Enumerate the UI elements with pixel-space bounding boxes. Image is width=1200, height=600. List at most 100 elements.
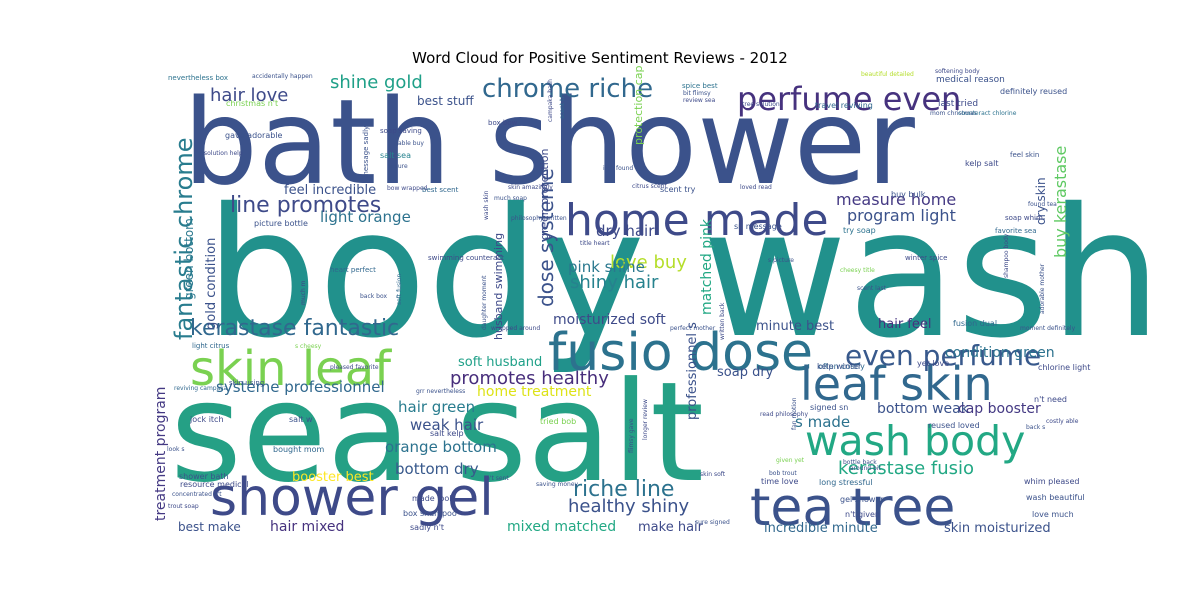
word-promotes-healthy: promotes healthy xyxy=(450,368,609,389)
word-daughter-moment: daughter moment xyxy=(481,275,488,330)
word-feel-skin: feel skin xyxy=(1010,151,1039,159)
word-love-buy: love buy xyxy=(610,252,687,273)
word-bought-mom: bought mom xyxy=(273,445,325,454)
word-bow-wrapped: bow wrapped xyxy=(387,185,428,192)
word-salt-sea: salt sea xyxy=(380,151,411,160)
word-campaka-bath: campaka bath xyxy=(547,79,554,122)
word-skin-soft: skin soft xyxy=(700,471,726,478)
word-fusion-dual: fusion dual xyxy=(953,319,997,328)
word-look-s: look s xyxy=(167,446,185,453)
word-spice-best: spice best xyxy=(682,82,718,90)
word-back-box: back box xyxy=(360,293,387,300)
word-sea-salt: sea salt xyxy=(170,352,704,513)
word-love-much: love much xyxy=(1032,510,1074,519)
word-swimming-counteract: swimming counteract xyxy=(428,254,504,262)
word-even-perfume: even perfume xyxy=(845,339,1041,372)
word-moment-definitely: moment definitely xyxy=(1020,325,1076,332)
word-wash-beautiful: wash beautiful xyxy=(1026,493,1085,502)
word-body-wash: body wash xyxy=(205,170,1162,377)
word-often-costly: often costly xyxy=(818,362,865,371)
word-adorable-mother: adorable mother xyxy=(1039,263,1046,314)
word-hair-green: hair green xyxy=(398,398,475,416)
word-trout-soap: trout soap xyxy=(168,503,199,510)
word-gel-shower: gel shower xyxy=(840,495,884,504)
word-fantastic-chrome: fantastic chrome xyxy=(170,138,198,340)
word-time-love: time love xyxy=(761,477,798,486)
word-wrapped-around: wrapped around xyxy=(491,325,540,332)
word-chlorine-light: chlorine light xyxy=(1038,363,1090,372)
word-soft-husband: soft husband xyxy=(458,355,542,370)
word-skin-leaf: skin leaf xyxy=(190,341,392,397)
word-skin-using: skin using xyxy=(229,379,264,387)
word-cap-booster: cap booster xyxy=(958,401,1041,417)
word-picture-bottle: picture bottle xyxy=(254,219,308,228)
word-treatment-program: treatment program xyxy=(153,387,169,521)
word-message-sadly: message sadly xyxy=(362,126,370,178)
word-shampoo-body: shampoo body xyxy=(1003,233,1010,278)
word-skin-moisturized: skin moisturized xyxy=(944,521,1051,536)
word-buy-bulk: buy bulk xyxy=(891,190,926,199)
word-given-yet: given yet xyxy=(776,457,805,464)
word-around-bit: around bit xyxy=(850,465,881,472)
word-booster-best: booster best xyxy=(292,470,374,485)
word-resource-medical: resource medical xyxy=(180,480,249,489)
word-flimsy-gave: flimsy gave xyxy=(628,418,635,453)
word-bottom-weak: bottom weak xyxy=(877,401,970,417)
word-light-citrus: light citrus xyxy=(192,342,230,350)
word-shower-gel: shower gel xyxy=(210,468,494,528)
word-soap-dry: soap dry xyxy=(717,365,774,380)
word-box-bow: box bow xyxy=(488,119,518,127)
word-whim-pleased: whim pleased xyxy=(1024,477,1079,486)
word-jock-itch: jock itch xyxy=(189,415,224,424)
word-longer-review: longer review xyxy=(642,399,649,440)
word-make-hair: make hair xyxy=(638,520,704,535)
word-feel-incredible: feel incredible xyxy=(284,183,376,198)
word-tea-tree: tea tree xyxy=(750,478,955,538)
word-signed-sn: signed sn xyxy=(810,403,848,412)
word-found-tea: found tea xyxy=(1028,201,1057,208)
word-tried-bob: tried bob xyxy=(540,417,576,426)
word-hair-feel: hair feel xyxy=(878,317,931,332)
word-best-scent: best scent xyxy=(422,186,459,194)
word-systeme-professionnel: systeme professionnel xyxy=(216,378,385,396)
word-n-t-need: n't need xyxy=(1034,395,1067,404)
word-measure-home: measure home xyxy=(836,190,956,209)
word-concentrated-n-t: concentrated n't xyxy=(172,491,222,498)
word-green-protection: green protection xyxy=(538,149,551,240)
word-sadly-n-t: sadly n't xyxy=(410,523,444,532)
word-travel-reviving: travel reviving xyxy=(815,101,873,110)
word-bottom-dry: bottom dry xyxy=(395,460,479,478)
word-beautiful-detailed: beautiful detailed xyxy=(861,71,914,78)
word-mixed-matched: mixed matched xyxy=(507,519,616,535)
word-salt-w: salt w xyxy=(289,415,313,424)
word-scent-last: scent last xyxy=(857,285,887,292)
word-perfect-mother: perfect mother xyxy=(670,325,716,332)
word-perfume-even: perfume even xyxy=(737,80,961,118)
word-protection-cap: protection cap xyxy=(632,66,645,145)
word-n-t-sent: n't sent xyxy=(486,475,509,482)
word-saving-money: saving money xyxy=(536,481,579,488)
word-skin-amazingly: skin amazingly xyxy=(508,184,553,191)
word-sn-message: sn message xyxy=(734,222,782,231)
word-orange-bottom: orange bottom xyxy=(385,438,497,456)
word-kerastase-fusio: kerastase fusio xyxy=(838,458,974,479)
word-title-heart: title heart xyxy=(580,240,610,247)
word-kerastase-fantastic: kerastase fantastic xyxy=(190,316,399,341)
word-counteract-chlorine: counteract chlorine xyxy=(958,110,1017,117)
word-long-stressful: long stressful xyxy=(819,478,873,487)
word-accidentally-happen: accidentally happen xyxy=(252,73,313,80)
word-scent-try: scent try xyxy=(559,92,566,119)
word-wash-body: wash body xyxy=(805,417,1025,465)
word-pleased-favorite: pleased favorite xyxy=(330,364,379,371)
word-bottle-back: bottle back xyxy=(843,459,877,466)
word-matched-pink: matched pink xyxy=(699,218,715,315)
word-s-picture: s picture xyxy=(768,257,794,264)
word-reused-loved: reused loved xyxy=(928,421,980,430)
word-heart-perfect: heart perfect xyxy=(330,266,376,274)
word-kelp-winter: kelp winter xyxy=(817,362,862,371)
chart-title: Word Cloud for Positive Sentiment Review… xyxy=(412,49,788,67)
word-bob-trout: bob trout xyxy=(769,470,797,477)
word-line-promotes: line promotes xyxy=(230,193,381,218)
word-gave-adorable: gave adorable xyxy=(225,131,283,140)
